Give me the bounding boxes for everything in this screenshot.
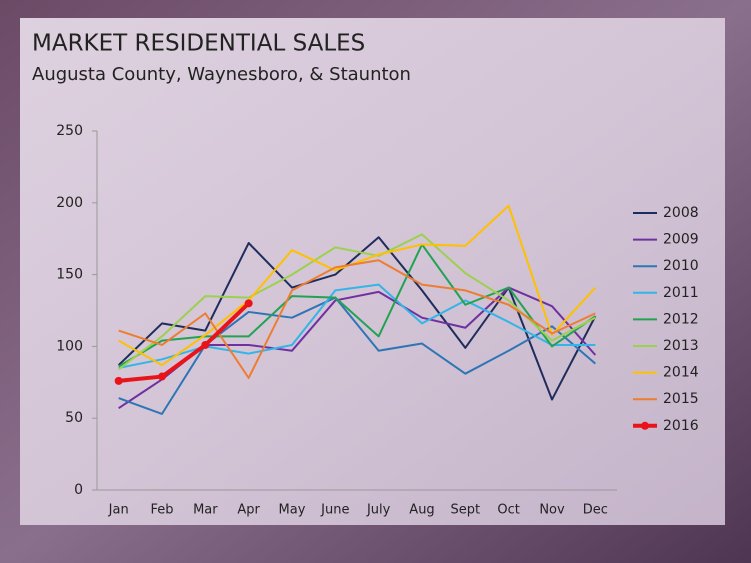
legend-marker <box>641 421 649 430</box>
chart-subtitle: Augusta County, Waynesboro, & Staunton <box>32 64 411 85</box>
point-marker <box>201 340 210 349</box>
x-tick-label: Mar <box>193 503 218 518</box>
legend-label: 2013 <box>663 338 699 354</box>
y-tick-label: 100 <box>56 338 83 354</box>
panel <box>20 18 725 525</box>
x-tick-label: Dec <box>583 503 608 518</box>
x-tick-label: Jan <box>108 503 129 518</box>
legend-label: 2011 <box>663 285 699 301</box>
x-tick-label: July <box>366 503 391 518</box>
legend-label: 2010 <box>663 258 699 274</box>
y-tick-label: 250 <box>56 123 83 139</box>
x-tick-label: June <box>320 503 349 518</box>
series-line <box>118 259 596 379</box>
legend-label: 2009 <box>663 232 699 248</box>
x-tick-label: Apr <box>237 503 260 518</box>
legend-label: 2015 <box>663 391 699 407</box>
x-tick-label: Oct <box>497 503 519 518</box>
legend-label: 2012 <box>663 311 699 327</box>
x-tick-label: May <box>279 503 306 518</box>
point-marker <box>114 376 123 385</box>
legend-label: 2016 <box>663 418 699 434</box>
x-tick-label: Nov <box>539 503 565 518</box>
point-marker <box>244 299 253 308</box>
x-tick-label: Feb <box>150 503 173 518</box>
series-line <box>118 233 596 371</box>
series-line <box>118 296 596 415</box>
x-tick-label: Aug <box>409 503 434 518</box>
legend-label: 2008 <box>663 205 699 221</box>
y-tick-label: 150 <box>56 267 83 283</box>
series-line <box>118 301 251 383</box>
series-line <box>118 204 597 367</box>
chart-title: MARKET RESIDENTIAL SALES <box>32 31 365 57</box>
y-tick-label: 200 <box>56 195 83 211</box>
y-tick-label: 50 <box>65 410 83 426</box>
y-tick-label: 0 <box>74 482 83 498</box>
point-marker <box>158 372 166 381</box>
series-line <box>118 243 596 368</box>
x-tick-label: Sept <box>451 503 481 518</box>
legend-label: 2014 <box>663 365 699 381</box>
